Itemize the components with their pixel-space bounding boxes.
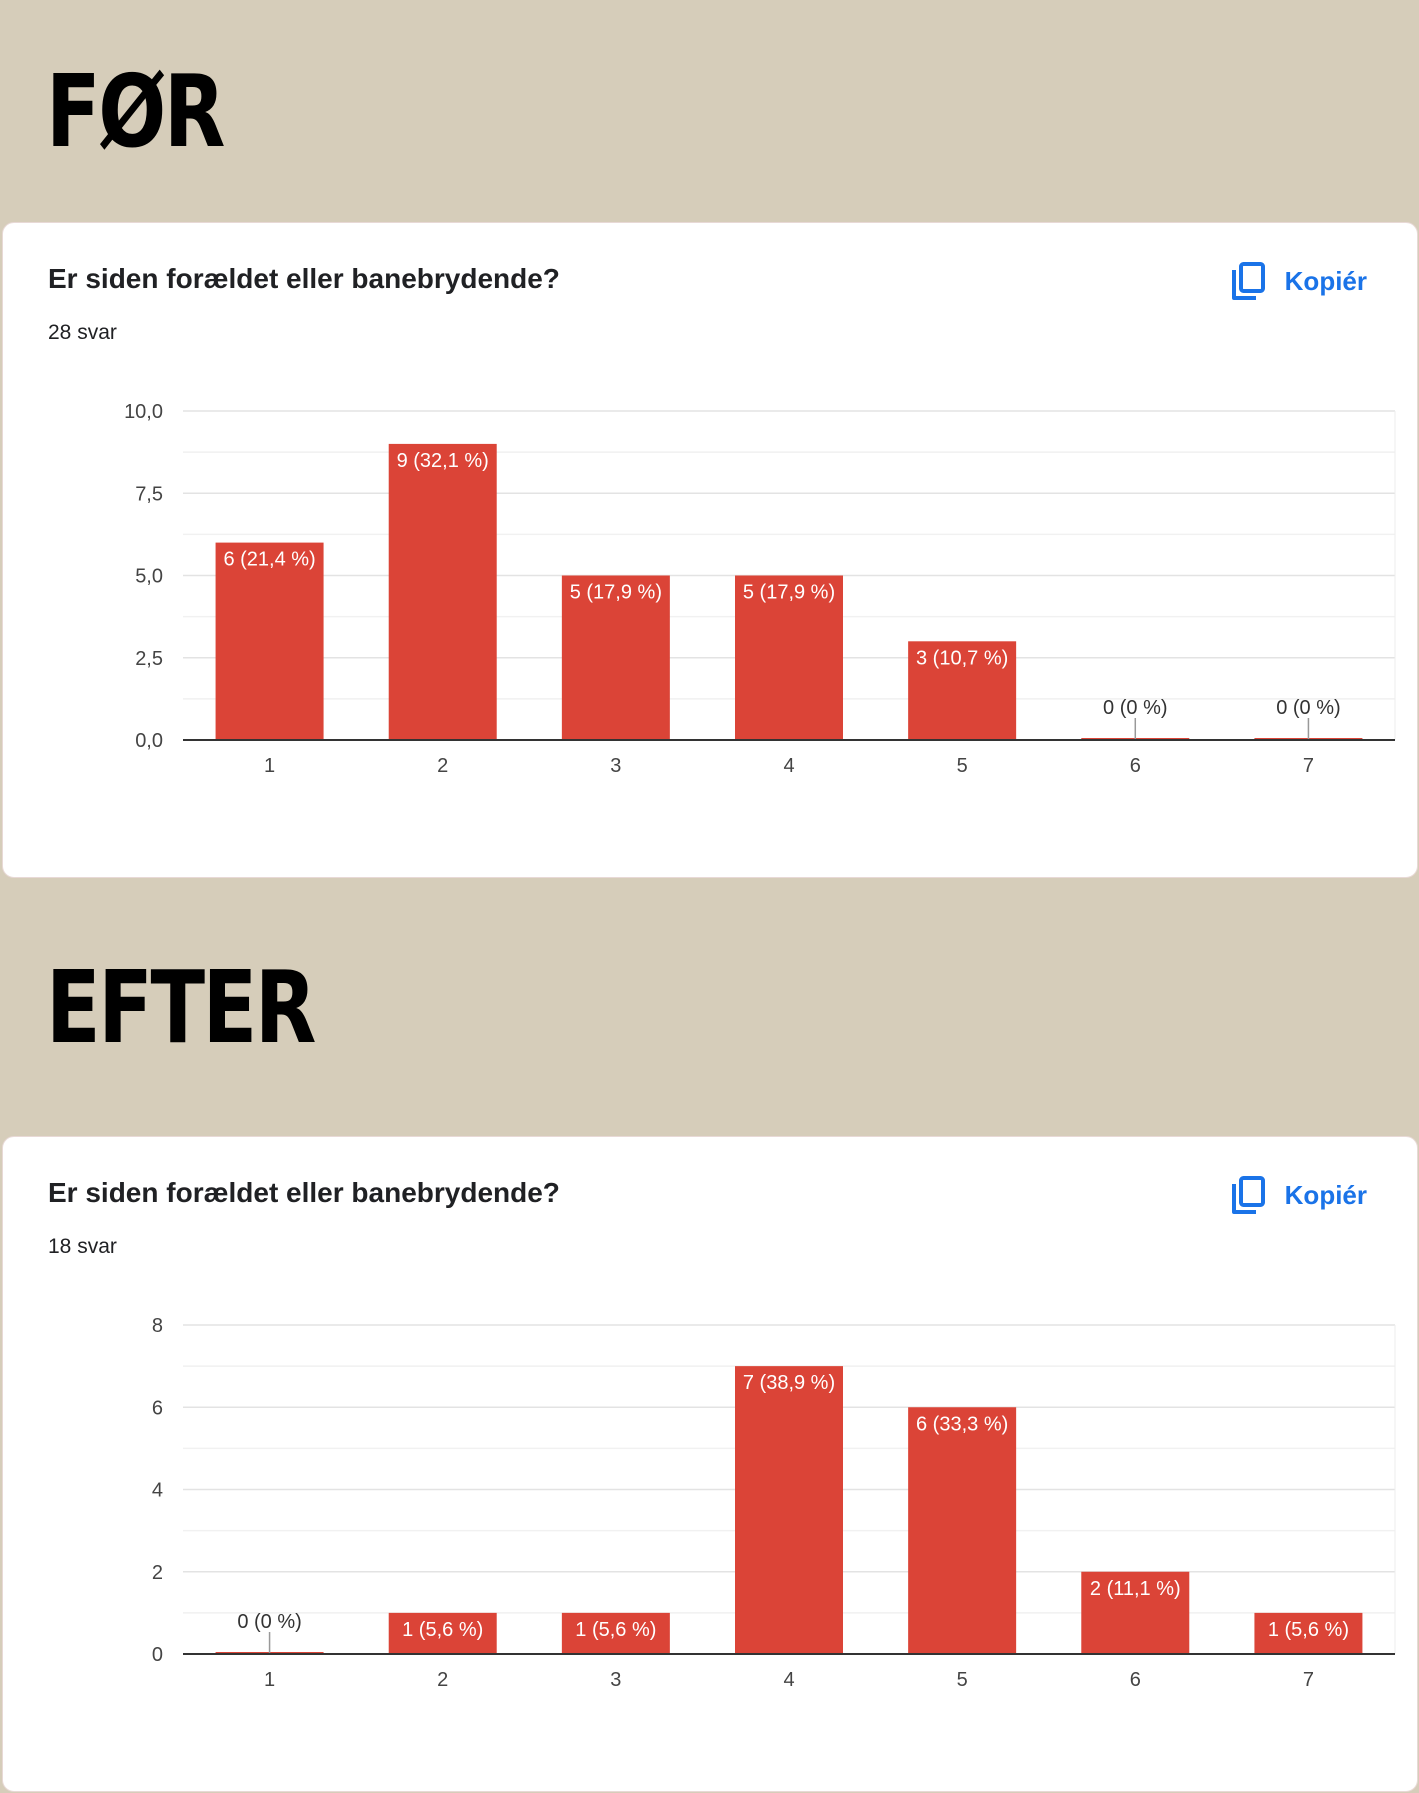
y-tick-label: 10,0 <box>124 401 163 423</box>
bar[interactable] <box>1254 1612 1363 1654</box>
y-tick-label: 8 <box>152 1315 163 1337</box>
x-tick-label: 6 <box>1130 755 1141 777</box>
x-tick-label: 1 <box>264 755 275 777</box>
bar-value-label: 6 (21,4 %) <box>223 549 315 571</box>
bar-value-label: 5 (17,9 %) <box>570 582 662 604</box>
y-tick-label: 0 <box>152 1644 163 1666</box>
bar-value-label: 0 (0 %) <box>1276 697 1340 719</box>
copy-label: Kopiér <box>1284 1179 1367 1210</box>
copy-icon <box>1231 1176 1265 1214</box>
bar[interactable] <box>908 1407 1017 1654</box>
survey-card-before: 0,0 2,5 5,0 7,5 10,0 6 (21,4 %) 1 9 (32,1 %) 2 5 … <box>2 222 1418 878</box>
section-heading-before: FØR <box>46 53 225 170</box>
x-tick-label: 1 <box>264 1669 275 1691</box>
bar[interactable] <box>908 641 1017 740</box>
bar-value-label: 0 (0 %) <box>1103 697 1167 719</box>
bar-value-label: 2 (11,1 %) <box>1090 1578 1181 1600</box>
x-tick-label: 7 <box>1303 1669 1314 1691</box>
y-tick-label: 6 <box>152 1397 163 1419</box>
copy-button[interactable]: Kopiér <box>1231 261 1367 301</box>
x-tick-label: 3 <box>610 755 621 777</box>
bar[interactable] <box>735 575 843 741</box>
y-tick-label: 7,5 <box>135 483 163 505</box>
copy-button[interactable]: Kopiér <box>1231 1175 1367 1215</box>
bar[interactable] <box>1081 1571 1190 1654</box>
y-tick-label: 0,0 <box>135 730 163 752</box>
copy-label: Kopiér <box>1284 265 1367 296</box>
bar[interactable] <box>561 575 670 741</box>
bar[interactable] <box>388 1612 497 1654</box>
bar[interactable] <box>735 1366 843 1654</box>
x-tick-label: 5 <box>957 1669 968 1691</box>
x-tick-label: 7 <box>1303 755 1314 777</box>
bar-value-label: 1 (5,6 %) <box>575 1619 656 1641</box>
section-heading-after: EFTER <box>46 949 317 1066</box>
bar-value-label: 1 (5,6 %) <box>402 1619 483 1641</box>
bar-value-label: 9 (32,1 %) <box>397 450 489 472</box>
bar[interactable] <box>388 443 497 740</box>
x-tick-label: 2 <box>437 755 448 777</box>
copy-icon <box>1231 262 1265 300</box>
bar-value-label: 6 (33,3 %) <box>916 1413 1008 1435</box>
x-tick-label: 4 <box>783 1669 794 1691</box>
response-count: 28 svar <box>48 321 117 344</box>
bar-value-label: 3 (10,7 %) <box>916 647 1008 669</box>
x-tick-label: 5 <box>957 755 968 777</box>
bar-chart-after: 0 2 4 6 8 0 (0 %) 1 1 (5,6 %) 2 1 (5,6 %) 3 7 (38,9… <box>152 1315 1396 1691</box>
bar-chart-before: 0,0 2,5 5,0 7,5 10,0 6 (21,4 %) 1 9 (32,1 %) 2 5 … <box>124 401 1396 777</box>
bar-value-label: 7 (38,9 %) <box>743 1372 835 1394</box>
x-tick-label: 4 <box>783 755 794 777</box>
question-title: Er siden forældet eller banebrydende? <box>48 263 560 294</box>
bar[interactable] <box>215 542 324 740</box>
y-tick-label: 2,5 <box>135 648 163 670</box>
y-tick-label: 2 <box>152 1562 163 1584</box>
bar-value-label: 5 (17,9 %) <box>743 582 835 604</box>
x-tick-label: 2 <box>437 1669 448 1691</box>
response-count: 18 svar <box>48 1235 117 1258</box>
bar-value-label: 0 (0 %) <box>237 1611 301 1633</box>
x-tick-label: 3 <box>610 1669 621 1691</box>
y-tick-label: 5,0 <box>135 566 163 588</box>
y-tick-label: 4 <box>152 1480 163 1502</box>
survey-card-after: 0 2 4 6 8 0 (0 %) 1 1 (5,6 %) 2 1 (5,6 %) 3 7 (38,9… <box>2 1136 1418 1792</box>
bar-value-label: 1 (5,6 %) <box>1268 1619 1349 1641</box>
x-tick-label: 6 <box>1130 1669 1141 1691</box>
bar[interactable] <box>561 1612 670 1654</box>
question-title: Er siden forældet eller banebrydende? <box>48 1177 560 1208</box>
